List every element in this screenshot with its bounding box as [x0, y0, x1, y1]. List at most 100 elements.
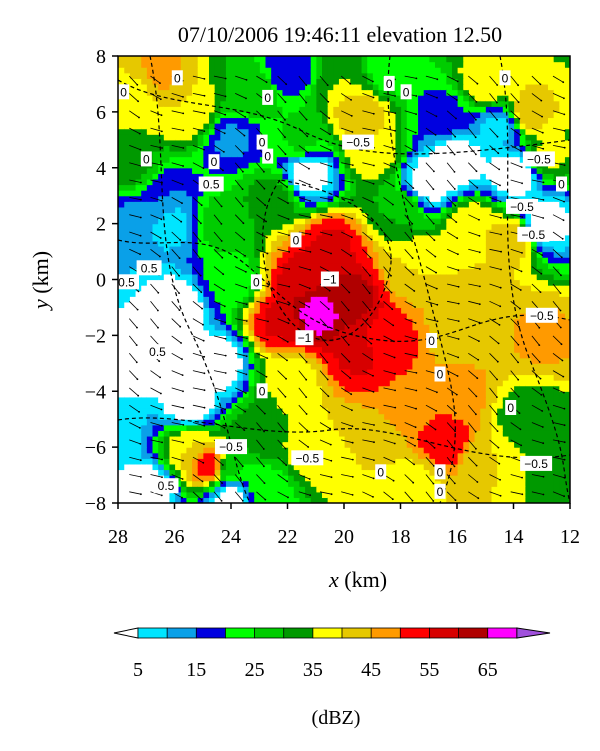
reflectivity-cell [315, 273, 322, 281]
reflectivity-cell [389, 106, 396, 113]
reflectivity-cell [304, 435, 311, 443]
reflectivity-cell [225, 106, 232, 113]
reflectivity-cell [236, 178, 243, 186]
reflectivity-cell [411, 145, 419, 152]
reflectivity-cell [360, 251, 368, 258]
reflectivity-cell [338, 340, 345, 348]
reflectivity-cell [553, 408, 560, 415]
reflectivity-cell [524, 145, 532, 152]
reflectivity-cell [366, 396, 373, 404]
reflectivity-cell [389, 374, 396, 381]
reflectivity-cell [264, 374, 272, 381]
reflectivity-cell [293, 67, 300, 74]
reflectivity-cell [377, 229, 385, 236]
reflectivity-cell [445, 67, 452, 74]
reflectivity-cell [490, 357, 498, 364]
reflectivity-cell [541, 396, 548, 404]
reflectivity-cell [513, 352, 520, 359]
reflectivity-cell [315, 307, 322, 314]
reflectivity-cell [485, 190, 492, 197]
reflectivity-cell [298, 178, 306, 186]
reflectivity-cell [298, 486, 306, 493]
reflectivity-cell [315, 145, 322, 152]
reflectivity-cell [327, 184, 334, 191]
reflectivity-cell [231, 173, 238, 180]
reflectivity-cell [372, 229, 379, 236]
reflectivity-cell [377, 340, 385, 348]
reflectivity-cell [462, 234, 469, 241]
reflectivity-cell [411, 56, 419, 63]
reflectivity-cell [428, 251, 435, 258]
reflectivity-cell [247, 117, 255, 124]
reflectivity-cell [564, 380, 570, 387]
reflectivity-cell [304, 156, 311, 163]
reflectivity-cell [236, 279, 243, 286]
reflectivity-cell [530, 435, 537, 443]
reflectivity-cell [377, 435, 385, 443]
reflectivity-cell [536, 486, 543, 493]
reflectivity-cell [428, 156, 435, 163]
reflectivity-cell [310, 380, 317, 387]
reflectivity-cell [394, 380, 402, 387]
reflectivity-cell [553, 463, 560, 471]
reflectivity-cell [338, 307, 345, 314]
reflectivity-cell [293, 380, 300, 387]
reflectivity-cell [479, 56, 486, 63]
reflectivity-cell [332, 218, 339, 225]
reflectivity-cell [270, 89, 277, 96]
reflectivity-cell [394, 134, 402, 141]
reflectivity-cell [332, 190, 339, 197]
reflectivity-cell [383, 430, 390, 437]
reflectivity-cell [423, 145, 430, 152]
reflectivity-cell [355, 368, 362, 376]
reflectivity-cell [355, 424, 362, 431]
reflectivity-cell [338, 117, 345, 124]
reflectivity-cell [281, 229, 289, 236]
reflectivity-cell [293, 150, 300, 158]
reflectivity-cell [468, 346, 475, 353]
reflectivity-cell [530, 486, 537, 493]
reflectivity-cell [225, 475, 232, 482]
reflectivity-cell [344, 206, 351, 214]
reflectivity-cell [366, 329, 373, 336]
reflectivity-cell [490, 67, 498, 74]
reflectivity-cell [519, 167, 526, 174]
reflectivity-cell [434, 123, 441, 130]
reflectivity-cell [327, 408, 334, 415]
reflectivity-cell [338, 134, 345, 141]
reflectivity-cell [400, 245, 407, 253]
reflectivity-cell [332, 111, 339, 119]
reflectivity-cell [287, 368, 294, 376]
reflectivity-cell [231, 413, 238, 420]
reflectivity-cell [513, 475, 520, 482]
reflectivity-cell [349, 307, 356, 314]
reflectivity-cell [242, 201, 249, 208]
reflectivity-cell [507, 296, 515, 303]
reflectivity-cell [231, 145, 238, 152]
reflectivity-cell [490, 385, 498, 392]
reflectivity-cell [536, 262, 543, 269]
reflectivity-cell [253, 480, 260, 487]
reflectivity-cell [327, 145, 334, 152]
reflectivity-cell [457, 56, 464, 63]
reflectivity-cell [219, 486, 226, 493]
reflectivity-cell [434, 145, 441, 152]
reflectivity-cell [547, 240, 554, 247]
reflectivity-cell [428, 413, 435, 420]
reflectivity-cell [372, 273, 379, 281]
reflectivity-cell [242, 240, 249, 247]
reflectivity-cell [524, 335, 532, 342]
reflectivity-cell [485, 123, 492, 130]
reflectivity-cell [473, 195, 481, 202]
reflectivity-cell [276, 223, 283, 230]
reflectivity-cell [558, 301, 565, 309]
reflectivity-cell [457, 134, 464, 141]
reflectivity-cell [485, 486, 492, 493]
reflectivity-cell [310, 463, 317, 471]
reflectivity-cell [293, 178, 300, 186]
reflectivity-cell [344, 245, 351, 253]
reflectivity-cell [519, 78, 526, 85]
reflectivity-cell [372, 480, 379, 487]
reflectivity-cell [558, 413, 565, 420]
reflectivity-cell [440, 380, 447, 387]
